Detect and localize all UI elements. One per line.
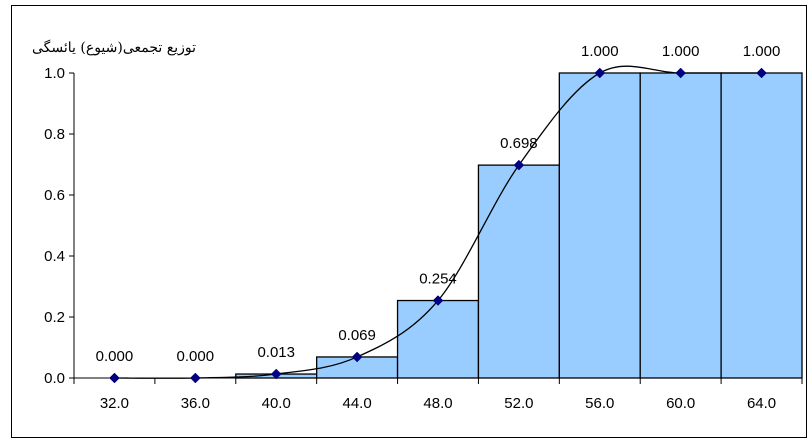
marker-48.0 (432, 295, 444, 306)
y-tick-label: 0.6 (44, 187, 65, 204)
data-label-40.0: 0.013 (257, 344, 295, 361)
marker-36.0 (189, 372, 201, 384)
bars-group (235, 72, 803, 379)
marker-52.0 (513, 159, 525, 171)
y-tick-label: 0.2 (44, 309, 65, 326)
bar-64.0 (720, 72, 803, 379)
marker-56.0 (594, 67, 606, 79)
marker-64.0 (756, 67, 767, 79)
x-tick-label: 36.0 (181, 395, 210, 412)
bar-52.0 (477, 164, 560, 379)
x-tick-label: 56.0 (585, 395, 614, 412)
x-tick-label: 48.0 (423, 395, 452, 412)
data-label-60.0: 1.000 (662, 43, 700, 60)
x-tick-label: 60.0 (666, 395, 695, 412)
y-tick-label: 1.0 (44, 65, 65, 82)
x-tick-label: 64.0 (747, 395, 776, 412)
bar-60.0 (639, 72, 722, 379)
marker-60.0 (675, 67, 687, 79)
y-tick-label: 0.8 (44, 126, 65, 143)
marker-32.0 (109, 372, 120, 384)
y-ticks-group: 0.0 0.2 0.4 0.6 0.8 1.0 (44, 65, 74, 387)
data-label-32.0: 0.000 (96, 348, 134, 365)
data-label-56.0: 1.000 (581, 43, 619, 60)
bar-56.0 (558, 72, 641, 379)
data-label-64.0: 1.000 (743, 43, 781, 60)
x-tick-label: 52.0 (504, 395, 533, 412)
data-label-48.0: 0.254 (419, 271, 457, 288)
y-tick-label: 0.4 (44, 248, 65, 265)
data-labels-group: 0.000 0.000 0.013 0.069 0.254 0.698 1.000 1.000… (96, 43, 781, 365)
bar-48.0 (396, 299, 480, 379)
chart-title: توزیع تجمعی(شیوع) یائسگی (32, 39, 196, 56)
data-label-52.0: 0.698 (500, 135, 538, 152)
marker-40.0 (270, 368, 282, 380)
x-tick-label: 44.0 (343, 395, 372, 412)
marker-44.0 (351, 351, 363, 363)
x-tick-label: 40.0 (262, 395, 291, 412)
y-tick-label: 0.0 (44, 370, 65, 387)
data-label-36.0: 0.000 (177, 348, 215, 365)
data-label-44.0: 0.069 (338, 327, 376, 344)
markers-group (109, 67, 767, 384)
x-tick-label: 32.0 (100, 395, 129, 412)
x-ticks-group: 32.0 36.0 40.0 44.0 48.0 52.0 56.0 60.0 64.0 (73, 378, 803, 412)
cumulative-curve (114, 65, 762, 379)
